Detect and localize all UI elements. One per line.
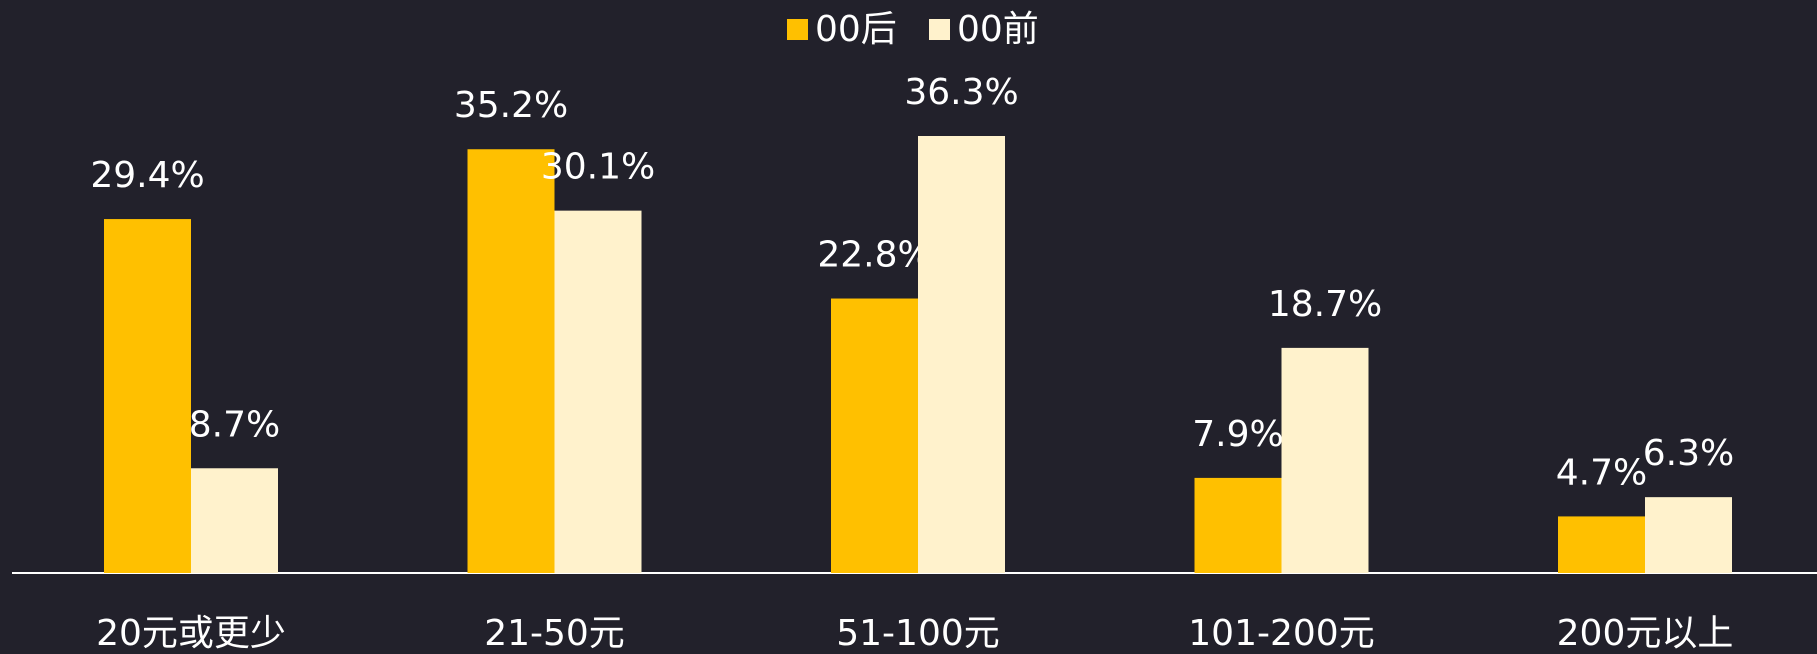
x-tick-label: 200元以上 [1557,613,1734,654]
value-label: 8.7% [189,404,280,445]
legend-swatch [929,19,950,40]
bar [1645,497,1732,573]
value-label: 30.1% [541,147,655,188]
x-tick-label: 20元或更少 [96,613,286,654]
x-tick-label: 101-200元 [1188,613,1374,654]
bar [831,298,918,573]
value-label: 35.2% [454,85,568,126]
bar [1558,516,1645,573]
x-tick-label: 21-50元 [484,613,625,654]
bar [918,136,1005,573]
bar [191,468,278,573]
value-label: 22.8% [817,235,931,276]
bar [467,149,555,573]
bar [554,210,642,574]
value-label: 36.3% [904,72,1018,113]
bar [104,219,191,574]
value-label: 4.7% [1556,452,1647,493]
bar [1281,347,1369,573]
bar [1194,477,1282,573]
legend-label: 00后 [815,9,897,50]
legend-label: 00前 [957,9,1039,50]
value-label: 29.4% [90,155,204,196]
value-label: 7.9% [1192,414,1283,455]
value-label: 6.3% [1643,433,1734,474]
legend-swatch [787,19,808,40]
x-tick-label: 51-100元 [836,613,1000,654]
value-label: 18.7% [1268,284,1382,325]
